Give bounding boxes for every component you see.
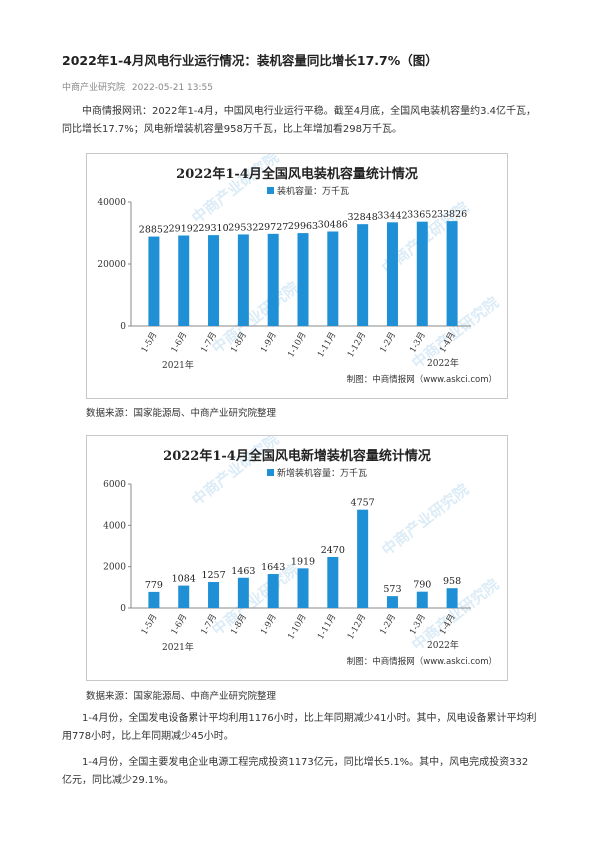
bar xyxy=(446,588,458,608)
publisher[interactable]: 中商产业研究院 xyxy=(62,83,126,93)
bar xyxy=(297,568,309,608)
x-tick-label: 1-9月 xyxy=(259,331,279,355)
bar xyxy=(267,574,279,608)
data-label: 573 xyxy=(383,584,401,595)
data-label: 1463 xyxy=(231,566,255,577)
data-label: 33826 xyxy=(437,209,467,220)
data-label: 779 xyxy=(145,580,163,591)
x-tick-label: 1-5月 xyxy=(140,331,160,355)
x-tick-label: 1-10月 xyxy=(286,613,308,642)
chart1-source: 数据来源：国家能源局、中商产业研究院整理 xyxy=(86,408,277,419)
data-label: 29727 xyxy=(258,222,288,233)
article-title: 2022年1-4月风电行业运行情况：装机容量同比增长17.7%（图） xyxy=(62,53,438,68)
data-label: 1257 xyxy=(201,570,225,581)
chart1-svg: 中商产业研究院中商产业研究院中商产业研究院中商产业研究院2022年1-4月全国风… xyxy=(97,154,502,385)
x-tick-label: 1-10月 xyxy=(286,331,308,360)
bar xyxy=(208,235,220,326)
x-tick-label: 1-11月 xyxy=(316,613,338,642)
bar xyxy=(446,221,458,326)
data-label: 32848 xyxy=(348,212,378,223)
chart-title: 2022年1-4月全国风电装机容量统计情况 xyxy=(176,166,418,182)
y-tick-label: 4000 xyxy=(103,521,126,531)
chart2-source: 数据来源：国家能源局、中商产业研究院整理 xyxy=(86,691,277,702)
bar xyxy=(178,235,190,326)
bar xyxy=(178,585,190,608)
bar xyxy=(327,556,339,608)
data-label: 1919 xyxy=(291,556,315,567)
data-label: 790 xyxy=(413,580,431,591)
bar xyxy=(357,224,369,326)
installed-capacity-chart: 中商产业研究院中商产业研究院中商产业研究院中商产业研究院2022年1-4月全国风… xyxy=(86,153,508,399)
y-tick-label: 40000 xyxy=(97,198,126,208)
data-label: 29963 xyxy=(288,221,318,232)
chart-credit: 制图：中商情报网（www.askci.com） xyxy=(347,656,497,667)
legend-swatch xyxy=(267,469,274,476)
bar xyxy=(237,577,249,608)
bar xyxy=(297,233,309,326)
x-tick-label: 1-6月 xyxy=(170,331,190,355)
x-tick-label: 1-12月 xyxy=(346,613,368,642)
y-tick-label: 2000 xyxy=(103,563,126,573)
year-label-2021: 2021年 xyxy=(162,359,194,371)
bar xyxy=(267,233,279,326)
bar xyxy=(416,221,428,326)
bar xyxy=(357,509,369,608)
bar xyxy=(148,591,160,608)
data-label: 29532 xyxy=(228,222,258,233)
y-tick-label: 0 xyxy=(120,322,126,332)
data-label: 2470 xyxy=(321,545,345,556)
bar xyxy=(208,582,220,608)
legend-label: 新增装机容量：万千瓦 xyxy=(277,467,367,479)
data-label: 28852 xyxy=(139,225,169,236)
watermark-text: 中商产业研究院 xyxy=(208,278,302,357)
data-label: 30486 xyxy=(318,219,348,230)
y-tick-label: 20000 xyxy=(97,260,126,270)
bar xyxy=(416,591,428,608)
data-label: 29310 xyxy=(198,223,228,234)
legend-swatch xyxy=(267,187,274,194)
year-label-2021: 2021年 xyxy=(162,641,194,653)
bar xyxy=(237,234,249,326)
utilization-paragraph: 1-4月份，全国发电设备累计平均利用1176小时，比上年同期减少41小时。其中，… xyxy=(62,713,537,742)
publish-date: 2022-05-21 13:55 xyxy=(131,83,213,93)
x-tick-label: 1-5月 xyxy=(140,613,160,637)
x-tick-label: 1-12月 xyxy=(346,331,368,360)
watermark-text: 中商产业研究院 xyxy=(378,480,472,559)
data-label: 1643 xyxy=(261,562,285,573)
data-label: 1084 xyxy=(172,574,196,585)
new-capacity-chart: 中商产业研究院 中商产业研究院 中商产业研究院 中商产业研究院 2022年1-4月全国风… xyxy=(86,435,508,681)
bar xyxy=(386,596,398,608)
data-label: 33652 xyxy=(407,210,437,221)
data-label: 29192 xyxy=(169,224,199,235)
y-tick-label: 6000 xyxy=(103,480,126,490)
data-label: 33442 xyxy=(377,210,407,221)
bar xyxy=(327,231,339,326)
y-tick-label: 0 xyxy=(120,604,126,614)
chart-title: 2022年1-4月全国风电新增装机容量统计情况 xyxy=(163,448,431,464)
x-tick-label: 1-2月 xyxy=(378,331,398,355)
article-meta: 中商产业研究院 2022-05-21 13:55 xyxy=(62,80,217,93)
legend-label: 装机容量：万千瓦 xyxy=(277,185,349,197)
intro-paragraph: 中商情报网讯：2022年1-4月，中国风电行业运行平稳。截至4月底，全国风电装机… xyxy=(62,106,537,135)
bar xyxy=(386,222,398,326)
x-tick-label: 1-9月 xyxy=(259,613,279,637)
year-label-2022: 2022年 xyxy=(427,639,459,651)
x-tick-label: 1-6月 xyxy=(170,613,190,637)
investment-paragraph: 1-4月份，全国主要发电企业电源工程完成投资1173亿元，同比增长5.1%。其中… xyxy=(62,757,529,786)
x-tick-label: 1-11月 xyxy=(316,331,338,360)
bar xyxy=(148,236,160,326)
x-tick-label: 1-2月 xyxy=(378,613,398,637)
chart-credit: 制图：中商情报网（www.askci.com） xyxy=(347,374,497,385)
data-label: 958 xyxy=(443,576,461,587)
year-label-2022: 2022年 xyxy=(427,357,459,369)
data-label: 4757 xyxy=(351,498,375,509)
